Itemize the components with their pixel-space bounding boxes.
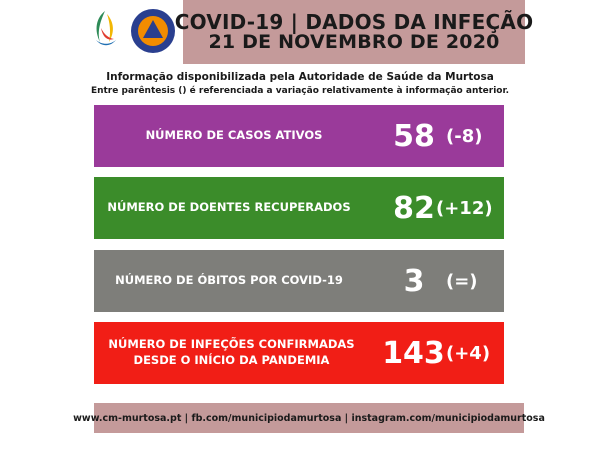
deaths-label: NÚMERO DE ÓBITOS POR COVID-19 — [115, 273, 343, 288]
recovered-label: NÚMERO DE DOENTES RECUPERADOS — [107, 200, 351, 215]
footer-links: www.cm-murtosa.pt | fb.com/municipiodamu… — [73, 403, 545, 433]
confirmed-infections-change: (+4) — [446, 342, 491, 364]
page-title: COVID-19 | DADOS DA INFEÇÃO — [174, 9, 534, 34]
confirmed-infections-label: NÚMERO DE INFEÇÕES CONFIRMADAS DESDE O I… — [94, 322, 369, 384]
active-cases-label: NÚMERO DE CASOS ATIVOS — [145, 128, 323, 143]
confirmed-infections-label-line2: DESDE O INÍCIO DA PANDEMIA — [133, 353, 330, 367]
confirmed-infections-box: NÚMERO DE INFEÇÕES CONFIRMADAS DESDE O I… — [94, 322, 504, 384]
deaths-change: (=) — [446, 270, 478, 292]
source-note: Informação disponibilizada pela Autorida… — [106, 71, 494, 83]
recovered-value: 82 — [393, 190, 435, 226]
active-cases-change: (-8) — [446, 125, 483, 147]
recovered-box: NÚMERO DE DOENTES RECUPERADOS 82 (+12) — [94, 177, 504, 239]
murtosa-logo — [88, 8, 122, 60]
report-date: 21 DE NOVEMBRO DE 2020 — [208, 30, 500, 53]
confirmed-infections-label-line1: NÚMERO DE INFEÇÕES CONFIRMADAS — [108, 337, 355, 352]
deaths-box: NÚMERO DE ÓBITOS POR COVID-19 3 (=) — [94, 250, 504, 312]
confirmed-infections-value: 143 — [382, 335, 445, 371]
active-cases-value: 58 — [393, 118, 435, 154]
header-banner: COVID-19 | DADOS DA INFEÇÃO 21 DE NOVEMB… — [175, 0, 533, 64]
active-cases-box: NÚMERO DE CASOS ATIVOS 58 (-8) — [94, 105, 504, 167]
protecao-civil-logo — [130, 8, 176, 54]
recovered-change: (+12) — [436, 197, 493, 219]
deaths-value: 3 — [403, 263, 425, 299]
variation-note: Entre parêntesis () é referenciada a var… — [90, 86, 510, 96]
